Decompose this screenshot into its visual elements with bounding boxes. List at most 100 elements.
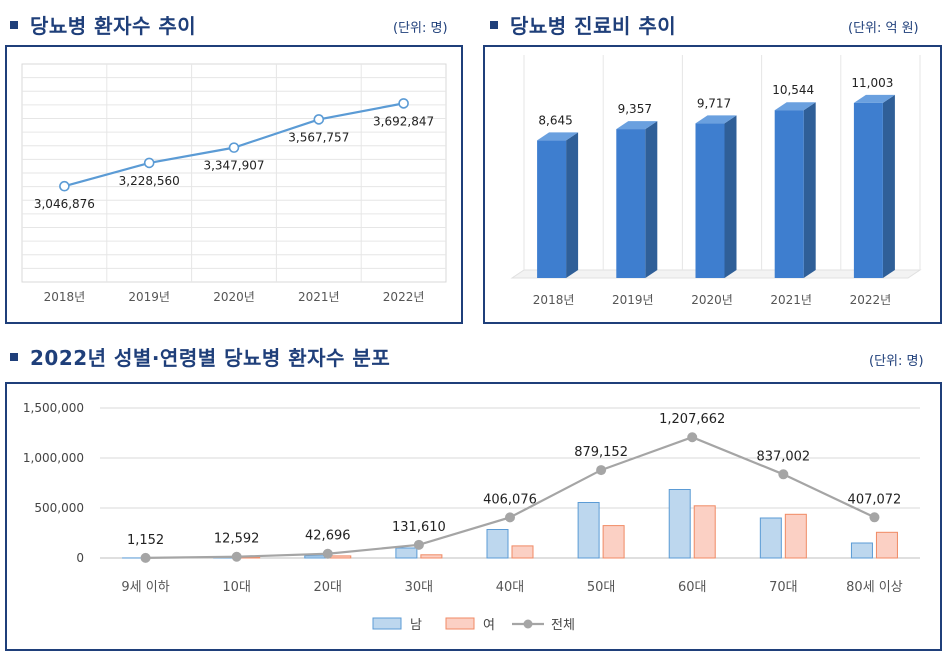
data-label: 3,567,757: [288, 130, 349, 144]
data-label-total: 837,002: [756, 449, 810, 464]
data-point: [313, 114, 325, 125]
legend-swatch-female: [445, 617, 475, 630]
x-tick-label: 60대: [678, 580, 707, 595]
data-label: 3,347,907: [203, 159, 264, 173]
x-tick-label: 50대: [587, 580, 616, 595]
data-label: 3,692,847: [373, 114, 434, 128]
bar-female: [329, 555, 352, 559]
x-tick-label: 70대: [769, 580, 798, 595]
bar-female: [875, 531, 898, 559]
data-point: [228, 142, 240, 153]
data-label: 8,645: [538, 113, 572, 127]
bar-section-title: 당뇨병 진료비 추이: [490, 10, 676, 39]
bullet-square-icon: [10, 352, 18, 361]
combo-chart: 1,500,000 1,000,000 500,000 0 9세 이하 10대 20대 30대…: [23, 401, 920, 633]
bar-female: [602, 525, 625, 559]
bar-female: [693, 505, 716, 559]
data-label-total: 407,072: [848, 492, 902, 507]
x-tick-label: 2021년: [298, 290, 340, 304]
bar-female: [784, 513, 807, 559]
data-point-total: [413, 539, 424, 550]
bar-top: [537, 132, 579, 141]
bar-top: [774, 102, 816, 111]
data-label-total: 1,207,662: [659, 412, 725, 427]
bar-side: [803, 102, 816, 279]
bar: [774, 110, 804, 279]
data-point-total: [231, 551, 242, 562]
y-tick-label: 1,500,000: [23, 401, 84, 415]
data-label-total: 131,610: [392, 520, 446, 535]
y-tick-label: 500,000: [34, 501, 84, 515]
data-label: 3,046,876: [34, 197, 95, 211]
bullet-square-icon: [10, 20, 18, 29]
bar: [537, 140, 567, 278]
bar-section-title-text: 당뇨병 진료비 추이: [510, 14, 677, 38]
data-point-total: [505, 512, 515, 523]
y-tick-label: 1,000,000: [23, 451, 84, 465]
bar-side: [566, 132, 579, 278]
bar-male: [850, 542, 873, 559]
bar-unit-label: (단위: 억 원): [848, 21, 919, 36]
x-tick-label: 80세 이상: [846, 580, 903, 595]
bar-male: [668, 489, 691, 559]
line-unit-label: (단위: 명): [393, 21, 448, 36]
x-tick-label: 2022년: [383, 290, 425, 304]
bar: [695, 123, 725, 278]
bar-male: [577, 502, 600, 559]
data-point: [59, 180, 70, 192]
x-tick-label: 40대: [496, 580, 525, 595]
x-tick-label: 2020년: [213, 290, 255, 304]
bar-top: [853, 94, 895, 103]
bar-male: [486, 529, 509, 559]
line-section-title: 당뇨병 환자수 추이: [10, 10, 196, 39]
data-point-total: [869, 512, 880, 523]
x-tick-label: 2022년: [850, 293, 892, 307]
legend-swatch-male: [372, 617, 402, 630]
x-tick-label: 9세 이하: [121, 580, 169, 595]
bar-female: [420, 554, 443, 559]
bar: [853, 102, 883, 278]
data-label: 10,544: [772, 83, 814, 97]
x-tick-label: 2019년: [612, 293, 654, 307]
legend-label-male: 남: [410, 618, 422, 633]
data-label-total: 1,152: [127, 533, 164, 548]
legend-label-female: 여: [483, 618, 495, 633]
bar-male: [759, 517, 782, 559]
data-label-total: 879,152: [574, 445, 628, 460]
bar: [616, 129, 646, 278]
legend-label-total: 전체: [551, 618, 575, 633]
bullet-square-icon: [490, 20, 498, 29]
bar-female: [511, 545, 534, 559]
x-tick-label: 30대: [405, 580, 434, 595]
y-tick-label: 0: [76, 551, 84, 565]
data-label: 11,003: [851, 76, 893, 90]
bar-side: [724, 115, 737, 278]
line-chart: 3,046,876 2018년 3,228,560 2019년 3,347,907 202…: [21, 63, 447, 304]
combo-section-title: 2022년 성별·연령별 당뇨병 환자수 분포: [10, 342, 390, 371]
x-tick-label: 2018년: [44, 290, 86, 304]
x-tick-label: 2020년: [691, 293, 733, 307]
line-section-title-text: 당뇨병 환자수 추이: [30, 14, 197, 38]
data-label-total: 42,696: [305, 529, 351, 544]
data-point-total: [322, 548, 333, 559]
x-tick-label: 2018년: [533, 293, 575, 307]
x-tick-label: 2021년: [770, 293, 812, 307]
data-label: 9,717: [697, 96, 731, 110]
data-label: 3,228,560: [119, 174, 180, 188]
legend-marker-total: [523, 619, 533, 629]
combo-unit-label: (단위: 명): [869, 354, 924, 369]
x-tick-label: 10대: [222, 580, 251, 595]
x-tick-label: 20대: [314, 580, 343, 595]
bar-side: [882, 94, 895, 278]
data-point: [143, 157, 155, 169]
bar-side: [645, 121, 658, 278]
data-label-total: 406,076: [483, 492, 537, 507]
data-point-total: [596, 465, 607, 476]
data-label: 9,357: [618, 102, 652, 116]
data-point-total: [140, 552, 151, 563]
bar-top: [616, 121, 658, 130]
bar-male: [395, 547, 418, 559]
data-point-total: [687, 432, 698, 443]
x-tick-label: 2019년: [128, 290, 170, 304]
